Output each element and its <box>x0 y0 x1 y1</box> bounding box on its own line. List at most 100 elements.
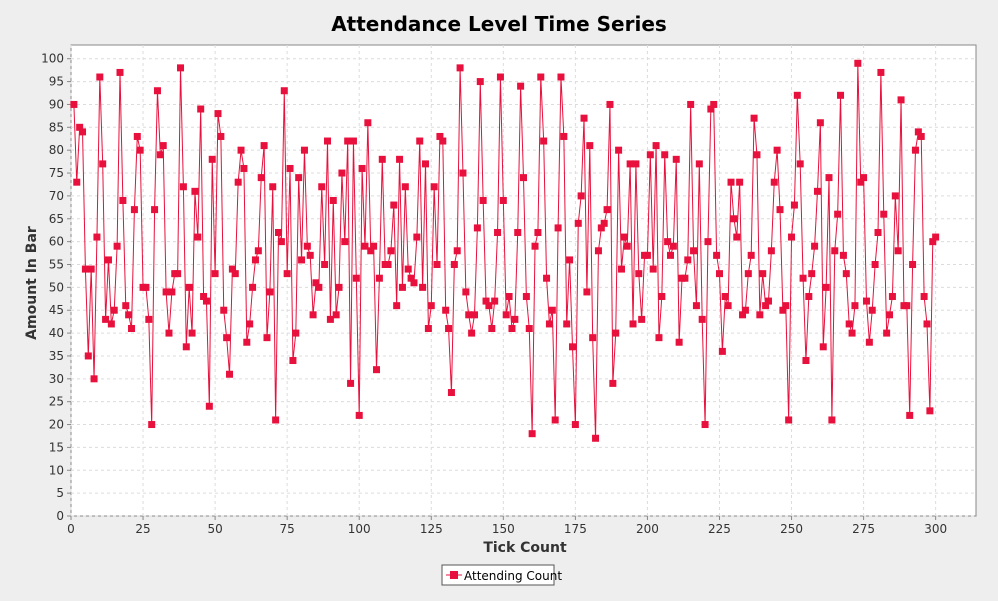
data-point <box>620 233 628 241</box>
data-point <box>868 306 876 314</box>
data-point <box>471 311 478 319</box>
data-point <box>447 389 455 397</box>
data-point <box>324 137 332 145</box>
data-point <box>632 160 640 168</box>
data-point <box>773 146 781 154</box>
data-point <box>303 242 311 250</box>
data-point <box>710 100 718 108</box>
data-point <box>257 174 265 182</box>
axes: 0 5 10 15 20 25 30 35 40 45 50 55 60 65 70 75 80 85 90 95 10… <box>41 52 947 536</box>
data-point <box>110 306 118 314</box>
data-point <box>822 283 830 291</box>
data-point <box>384 261 392 268</box>
data-point <box>128 325 136 333</box>
data-point <box>436 132 444 140</box>
data-point <box>295 174 303 182</box>
data-point <box>715 270 723 278</box>
data-point <box>508 325 516 333</box>
data-point <box>214 110 222 118</box>
data-point <box>300 146 308 154</box>
data-point <box>479 196 487 204</box>
y-tick-label: 50 <box>49 280 64 294</box>
data-point <box>136 146 144 154</box>
data-point <box>266 288 274 296</box>
data-point <box>718 347 726 355</box>
x-tick-label: 300 <box>924 522 947 536</box>
data-point <box>548 306 556 314</box>
x-tick-label: 225 <box>708 522 731 536</box>
data-point <box>364 119 372 127</box>
x-tick-label: 250 <box>780 522 803 536</box>
data-point <box>845 320 853 328</box>
data-point <box>514 228 522 236</box>
data-point <box>165 329 173 337</box>
data-point <box>586 142 594 150</box>
data-point <box>234 178 242 186</box>
data-point <box>862 297 870 305</box>
data-point <box>174 270 182 278</box>
data-point <box>375 274 383 282</box>
data-point <box>583 288 591 296</box>
x-tick-label: 75 <box>280 522 295 536</box>
x-tick-label: 150 <box>492 522 515 536</box>
data-point <box>188 329 196 337</box>
data-point <box>269 183 277 191</box>
data-point <box>511 315 519 323</box>
data-point <box>730 215 738 223</box>
x-tick-label: 100 <box>348 522 371 536</box>
data-point <box>914 128 922 136</box>
data-point <box>502 311 510 319</box>
data-point <box>349 137 357 145</box>
data-point <box>96 73 104 81</box>
data-point <box>352 274 360 282</box>
data-point <box>805 293 813 300</box>
data-point <box>116 68 124 76</box>
data-point <box>897 96 905 104</box>
data-point <box>122 302 130 310</box>
y-tick-label: 40 <box>49 326 64 340</box>
data-point <box>496 73 504 81</box>
data-point <box>808 270 816 278</box>
data-point <box>326 315 334 323</box>
data-point <box>401 183 409 191</box>
data-point <box>338 169 346 177</box>
x-tick-label: 125 <box>420 522 443 536</box>
data-point <box>185 283 193 291</box>
data-point <box>407 274 415 282</box>
data-point <box>272 416 280 424</box>
data-point <box>499 196 507 204</box>
data-point <box>701 421 709 429</box>
chart-title: Attendance Level Time Series <box>331 12 667 36</box>
data-point <box>747 251 755 259</box>
data-point <box>626 160 634 168</box>
data-point <box>782 302 790 310</box>
data-point <box>358 164 366 172</box>
y-tick-label: 10 <box>49 463 64 477</box>
data-point <box>81 265 89 273</box>
data-point <box>880 210 888 218</box>
data-point <box>355 411 363 419</box>
data-point <box>741 306 749 314</box>
data-point <box>857 178 865 186</box>
data-point <box>606 100 614 108</box>
data-point <box>837 91 845 99</box>
data-point <box>347 379 355 387</box>
data-point <box>906 411 914 419</box>
data-point <box>335 283 343 291</box>
data-point <box>76 123 84 131</box>
data-point <box>926 407 934 415</box>
data-point <box>894 247 902 255</box>
data-point <box>675 338 683 346</box>
data-point <box>571 421 579 429</box>
data-point <box>482 297 490 305</box>
data-point <box>332 311 340 319</box>
data-point <box>491 297 499 305</box>
data-point <box>145 315 153 323</box>
data-point <box>84 352 92 360</box>
data-point <box>249 283 257 291</box>
data-point <box>312 279 320 287</box>
data-point <box>871 261 879 268</box>
data-point <box>848 329 856 337</box>
data-point <box>413 233 421 241</box>
